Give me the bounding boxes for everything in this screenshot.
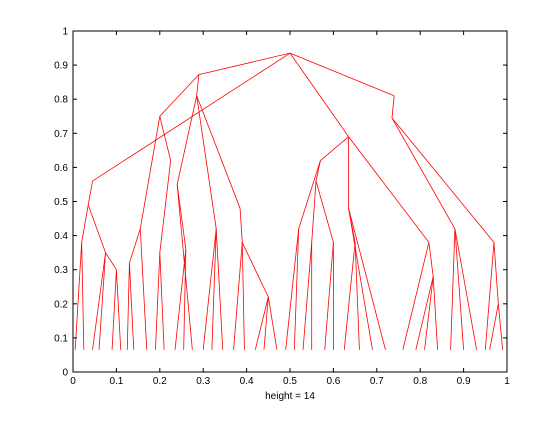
tree-edge <box>176 184 193 350</box>
tree-edge <box>263 296 269 350</box>
y-tick-label: 0 <box>62 368 68 379</box>
x-tick-label: 0.5 <box>283 376 297 387</box>
y-tick-label: 1 <box>62 27 68 38</box>
tree-edge <box>87 204 106 253</box>
tree-edge <box>111 269 117 350</box>
tree-edge <box>343 242 356 350</box>
tree-edge <box>402 242 430 350</box>
tree-edge <box>454 228 478 350</box>
y-tick-label: 0.7 <box>54 129 68 140</box>
tree-edge <box>183 249 187 350</box>
x-tick-label: 0.3 <box>196 376 210 387</box>
tree-edge <box>432 276 438 350</box>
y-tick-label: 0.2 <box>54 299 68 310</box>
tree-edge <box>202 228 217 350</box>
x-tick-label: 0.6 <box>326 376 340 387</box>
tree-edge <box>348 136 430 243</box>
tree-edge <box>254 296 269 350</box>
y-tick-label: 0.4 <box>54 231 68 242</box>
tree-edge <box>92 52 291 182</box>
tree-edge <box>81 204 89 243</box>
tree-edge <box>450 228 456 350</box>
x-tick-label: 0 <box>70 376 76 387</box>
y-tick-label: 0.8 <box>54 95 68 106</box>
tree-edge <box>196 95 217 229</box>
x-tick-label: 0.8 <box>413 376 427 387</box>
tree-edge <box>74 242 83 350</box>
x-axis-label: height = 14 <box>265 391 315 402</box>
x-tick-label: 1 <box>504 376 510 387</box>
tree-edge <box>391 117 495 243</box>
tree-edge <box>174 249 187 350</box>
tree-edge <box>348 208 386 350</box>
y-tick-label: 0.9 <box>54 61 68 72</box>
tree-edge <box>311 181 317 243</box>
tree-edge <box>129 228 141 264</box>
tree-edge <box>324 242 334 350</box>
tree-edge <box>116 269 122 350</box>
tree-edge <box>320 136 349 161</box>
tree-edge <box>159 116 172 161</box>
tree-edge <box>354 242 360 350</box>
x-tick-label: 0.1 <box>109 376 123 387</box>
x-tick-label: 0.4 <box>240 376 254 387</box>
x-tick-label: 0.7 <box>370 376 384 387</box>
tree-edge <box>155 252 161 350</box>
tree-edge <box>198 52 291 76</box>
tree-edge <box>126 262 130 350</box>
tree-edge <box>92 252 106 350</box>
tree-edge <box>302 242 313 350</box>
tree-edge <box>497 303 504 350</box>
y-tick-label: 0.6 <box>54 163 68 174</box>
tree-edge <box>484 242 495 350</box>
tree-edge <box>241 242 245 350</box>
x-tick-label: 0.2 <box>153 376 167 387</box>
tree-edge <box>139 228 148 350</box>
tree-edge <box>105 252 117 270</box>
tree-edge <box>267 296 278 350</box>
y-tick-label: 0.5 <box>54 197 68 208</box>
tree-edge <box>454 228 464 350</box>
tree-edge <box>489 303 499 350</box>
y-tick-label: 0.1 <box>54 333 68 344</box>
tree-edge <box>159 160 172 253</box>
tree-edge <box>348 208 373 350</box>
tree-edge <box>87 180 93 205</box>
tree-edge <box>241 242 269 298</box>
tree-edge <box>315 180 334 243</box>
tree-edge <box>176 184 187 250</box>
tree-edge <box>129 262 135 350</box>
tree-edge <box>239 208 243 243</box>
tree-edge <box>289 52 395 97</box>
tree-edge <box>81 242 85 350</box>
tree-edge <box>298 160 321 229</box>
tree-edge <box>211 228 217 350</box>
tree-edge <box>391 95 395 118</box>
tree-edge <box>289 52 349 137</box>
tree-edge <box>159 252 165 350</box>
tree-edge <box>159 74 200 117</box>
tree-edge <box>285 228 300 350</box>
tree-edge <box>391 117 456 229</box>
tree-edge <box>98 252 106 350</box>
tree-edge <box>293 228 300 350</box>
tree-edge <box>493 242 499 304</box>
tree-edge <box>139 116 161 229</box>
tree-edge <box>424 276 434 350</box>
tree-edge <box>196 74 200 96</box>
tree-edge <box>415 276 434 350</box>
tree-edge <box>176 95 198 185</box>
tree-edge <box>428 242 434 277</box>
tree-edge <box>196 95 241 209</box>
tree-edge <box>233 242 243 350</box>
y-tick-label: 0.3 <box>54 265 68 276</box>
x-tick-label: 0.9 <box>457 376 471 387</box>
tree-edge <box>215 228 224 350</box>
